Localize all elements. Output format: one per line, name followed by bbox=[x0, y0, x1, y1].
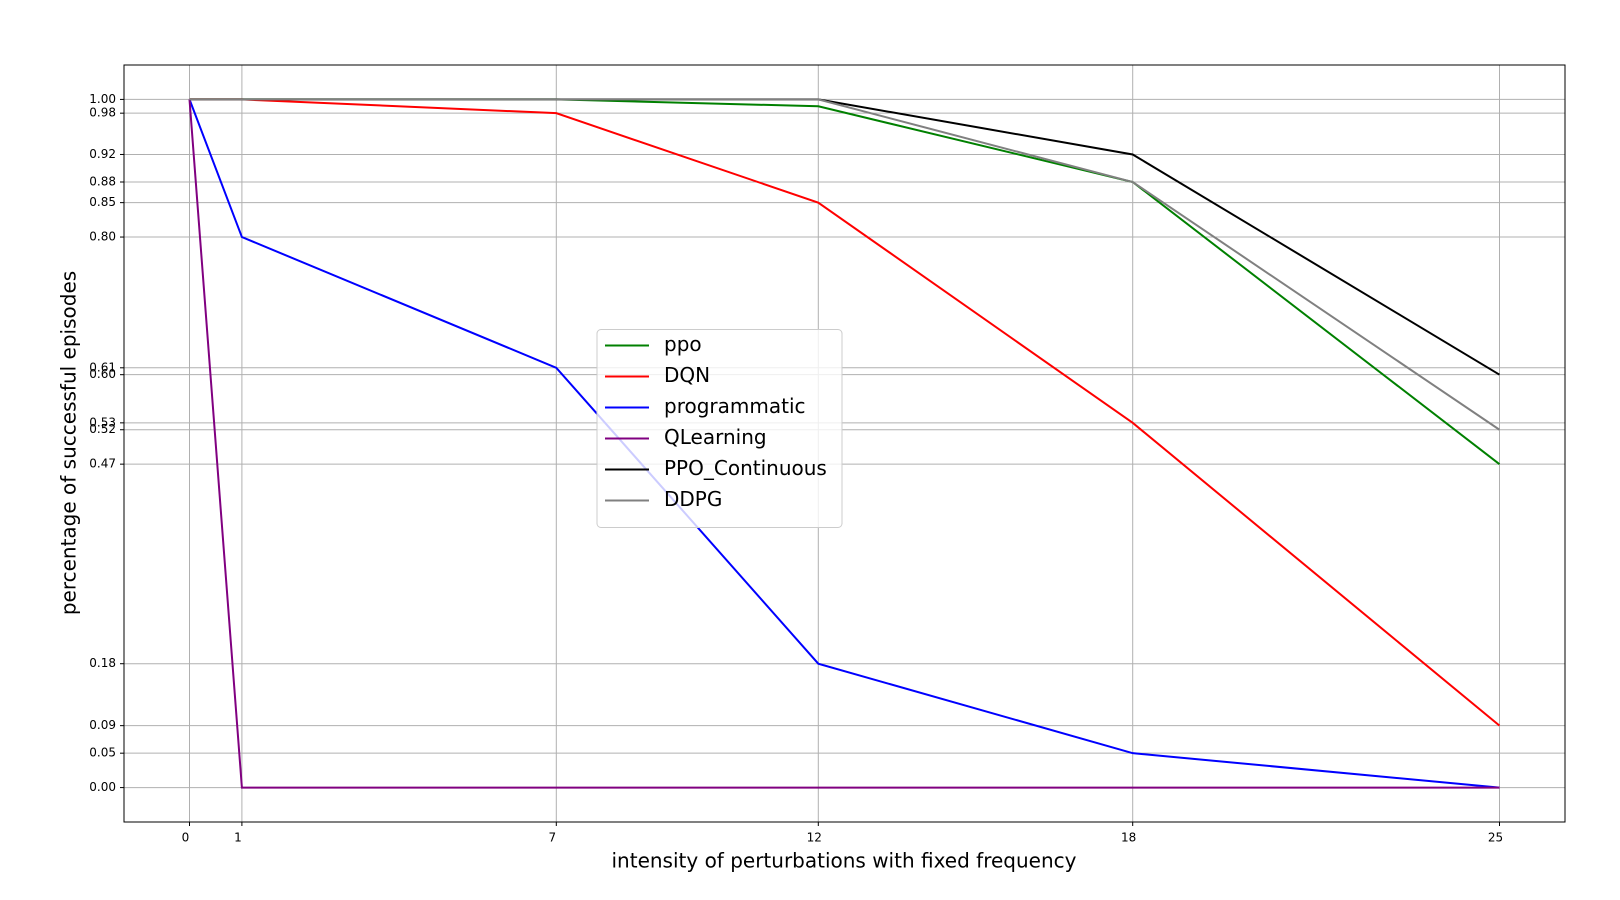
y-tick-label: 1.00 bbox=[89, 92, 116, 106]
x-axis-label: intensity of perturbations with fixed fr… bbox=[612, 849, 1077, 873]
series-line bbox=[189, 98, 1501, 727]
legend: ppo DQN programmatic QLearning PPO_Continuou… bbox=[596, 329, 843, 528]
plot-frame bbox=[123, 64, 1566, 823]
y-axis-label: percentage of successful episodes bbox=[57, 271, 81, 615]
legend-label: PPO_Continuous bbox=[664, 456, 827, 480]
x-tick-label: 0 bbox=[182, 831, 190, 845]
y-tick-label: 0.00 bbox=[89, 780, 116, 794]
series-line bbox=[188, 99, 1500, 789]
y-tick-label: 0.47 bbox=[89, 457, 116, 471]
y-tick-label: 0.88 bbox=[89, 174, 116, 188]
series-line bbox=[189, 98, 1501, 431]
y-tick-label: 0.53 bbox=[89, 415, 116, 429]
x-tick-label: 12 bbox=[807, 831, 822, 845]
y-tick-label: 0.18 bbox=[89, 656, 116, 670]
x-tick-label: 7 bbox=[548, 831, 556, 845]
y-tick-label: 0.05 bbox=[89, 746, 116, 760]
y-tick-label: 0.61 bbox=[89, 360, 116, 374]
legend-label: QLearning bbox=[664, 425, 767, 449]
x-tick-label: 25 bbox=[1488, 831, 1503, 845]
y-tick-label: 0.09 bbox=[89, 718, 116, 732]
legend-box bbox=[596, 329, 843, 528]
legend-label: ppo bbox=[664, 332, 702, 356]
y-tick-label: 0.60 bbox=[89, 367, 116, 381]
legend-label: DQN bbox=[664, 363, 710, 387]
y-tick-label: 0.52 bbox=[89, 422, 116, 436]
y-tick-label: 0.98 bbox=[89, 106, 116, 120]
legend-label: programmatic bbox=[664, 394, 806, 418]
y-tick-label: 0.80 bbox=[89, 230, 116, 244]
x-tick-label: 18 bbox=[1121, 831, 1136, 845]
y-tick-label: 0.92 bbox=[89, 147, 116, 161]
y-tick-label: 0.85 bbox=[89, 195, 116, 209]
x-tick-label: 1 bbox=[234, 831, 242, 845]
legend-label: DDPG bbox=[664, 487, 722, 511]
